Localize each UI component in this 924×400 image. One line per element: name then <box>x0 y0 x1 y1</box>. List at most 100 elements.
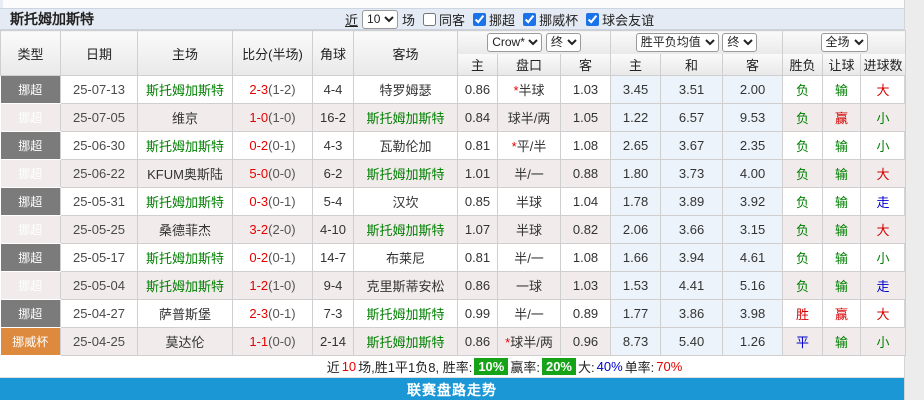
win-odds-cell: 1.22 <box>610 103 662 132</box>
score-cell: 0-2(0-1) <box>232 131 313 160</box>
bookmaker-time-select[interactable]: 终 <box>545 32 581 52</box>
date-cell: 25-06-30 <box>60 131 138 160</box>
big-rate-value: 40% <box>596 359 623 374</box>
home-team-cell: 桑德菲杰 <box>137 215 233 244</box>
col-header-home: 主场 <box>137 30 233 76</box>
result-cell: 负 <box>782 75 824 104</box>
lose-odds-cell: 9.53 <box>722 103 784 132</box>
recent-count-select[interactable]: 10 <box>362 9 399 29</box>
same-guest-label: 同客 <box>439 12 466 28</box>
sub-header-away-odds: 客 <box>559 53 612 76</box>
draw-odds-cell: 6.57 <box>660 103 724 132</box>
home-team-cell: 维京 <box>137 103 233 132</box>
filter-controls: 近 10 场 同客 挪超 挪威杯 球会友谊 <box>345 9 654 29</box>
away-team-cell: 特罗姆瑟 <box>353 75 458 104</box>
profit-rate-badge: 20% <box>541 358 576 375</box>
table-row: 挪超 25-06-22 KFUM奥斯陆 5-0(0-0) 6-2 斯托姆加斯特 1.01 半/… <box>0 159 907 188</box>
away-odds-cell: 1.08 <box>559 131 612 160</box>
sub-header-handicap-result: 让球 <box>822 53 862 76</box>
home-odds-cell: 0.86 <box>457 271 498 300</box>
away-team-cell: 斯托姆加斯特 <box>353 103 458 132</box>
win-odds-cell: 1.78 <box>610 187 662 216</box>
recent-link[interactable]: 近 <box>345 12 359 28</box>
handicap-result-cell: 赢 <box>822 299 862 328</box>
handicap-cell: 半球 <box>497 187 561 216</box>
footer-bar: 联赛盘路走势 <box>0 378 904 400</box>
win-rate-badge: 10% <box>474 358 509 375</box>
table-row: 挪超 25-04-27 萨普斯堡 2-3(0-1) 7-3 斯托姆加斯特 0.99 半/一 0.… <box>0 299 907 328</box>
league-cell: 挪超 <box>0 187 61 216</box>
summary-part5: 单率: <box>624 360 655 375</box>
home-team-cell: KFUM奥斯陆 <box>137 159 233 188</box>
draw-odds-cell: 3.86 <box>660 299 724 328</box>
league-cell: 挪超 <box>0 159 61 188</box>
handicap-cell: *球半/两 <box>497 327 561 356</box>
league-checkbox-2[interactable] <box>586 12 600 26</box>
lose-odds-cell: 3.92 <box>722 187 784 216</box>
league-toggle-0[interactable]: 挪超 <box>469 10 515 29</box>
handicap-result-cell: 输 <box>822 187 862 216</box>
odds-filter-cell: 胜平负均值 终 <box>610 30 784 54</box>
league-label-2: 球会友谊 <box>602 12 655 28</box>
away-odds-cell: 0.96 <box>559 327 612 356</box>
league-cell: 挪超 <box>0 299 61 328</box>
league-checkbox-1[interactable] <box>523 12 537 26</box>
sub-header-goals: 进球数 <box>860 53 907 76</box>
away-odds-cell: 1.08 <box>559 243 612 272</box>
lose-odds-cell: 5.16 <box>722 271 784 300</box>
sub-header-home-odds: 主 <box>457 53 498 76</box>
date-cell: 25-07-13 <box>60 75 138 104</box>
away-team-cell: 斯托姆加斯特 <box>353 159 458 188</box>
draw-odds-cell: 3.89 <box>660 187 724 216</box>
home-odds-cell: 1.01 <box>457 159 498 188</box>
table-header: 类型 日期 主场 比分(半场) 角球 客场 Crow* 终 胜平负均值 终 全场 <box>0 30 907 76</box>
score-cell: 5-0(0-0) <box>232 159 313 188</box>
lose-odds-cell: 2.00 <box>722 75 784 104</box>
top-strip <box>0 0 904 8</box>
corner-cell: 16-2 <box>312 103 354 132</box>
handicap-cell: *平/半 <box>497 131 561 160</box>
result-cell: 平 <box>782 327 824 356</box>
league-toggle-1[interactable]: 挪威杯 <box>519 10 578 29</box>
result-cell: 负 <box>782 159 824 188</box>
corner-cell: 5-4 <box>312 187 354 216</box>
odds-type-select[interactable]: 胜平负均值 <box>635 32 719 52</box>
win-odds-cell: 2.06 <box>610 215 662 244</box>
summary-part3: 赢率: <box>510 360 540 375</box>
table-row: 挪超 25-05-17 斯托姆加斯特 0-2(0-1) 14-7 布莱尼 0.81 半/一 1.… <box>0 243 907 272</box>
score-cell: 3-2(2-0) <box>232 215 313 244</box>
home-odds-cell: 0.86 <box>457 75 498 104</box>
handicap-result-cell: 输 <box>822 327 862 356</box>
bookmaker-select[interactable]: Crow* <box>487 32 543 52</box>
away-team-cell: 克里斯蒂安松 <box>353 271 458 300</box>
same-guest-checkbox[interactable] <box>423 12 437 26</box>
date-cell: 25-04-25 <box>60 327 138 356</box>
league-cell: 挪超 <box>0 243 61 272</box>
away-team-cell: 布莱尼 <box>353 243 458 272</box>
date-cell: 25-04-27 <box>60 299 138 328</box>
league-toggle-2[interactable]: 球会友谊 <box>582 10 654 29</box>
summary-bar: 近 10 场,胜1平1负8, 胜率: 10% 赢率: 20% 大: 40% 单率: 70… <box>0 356 904 378</box>
title-bar: 斯托姆加斯特 近 10 场 同客 挪超 挪威杯 球会友谊 <box>0 8 904 30</box>
scope-select[interactable]: 全场 <box>820 32 868 52</box>
league-checkbox-0[interactable] <box>473 12 487 26</box>
league-trend-title: 联赛盘路走势 <box>407 381 497 398</box>
same-guest-toggle[interactable]: 同客 <box>419 10 465 29</box>
handicap-result-cell: 输 <box>822 159 862 188</box>
away-odds-cell: 1.03 <box>559 75 612 104</box>
table-row: 挪超 25-06-30 斯托姆加斯特 0-2(0-1) 4-3 瓦勒伦加 0.81 *平/半 1… <box>0 131 907 160</box>
handicap-cell: 半球 <box>497 215 561 244</box>
corner-cell: 9-4 <box>312 271 354 300</box>
table-row: 挪超 25-05-31 斯托姆加斯特 0-3(0-1) 5-4 汉坎 0.85 半球 1.04 1… <box>0 187 907 216</box>
away-odds-cell: 0.82 <box>559 215 612 244</box>
league-cell: 挪超 <box>0 103 61 132</box>
col-header-score: 比分(半场) <box>232 30 313 76</box>
home-odds-cell: 0.85 <box>457 187 498 216</box>
sub-header-result: 胜负 <box>782 53 824 76</box>
handicap-result-cell: 输 <box>822 131 862 160</box>
odds-time-select[interactable]: 终 <box>722 32 758 52</box>
home-odds-cell: 0.86 <box>457 327 498 356</box>
goals-cell: 小 <box>860 243 907 272</box>
goals-cell: 大 <box>860 299 907 328</box>
